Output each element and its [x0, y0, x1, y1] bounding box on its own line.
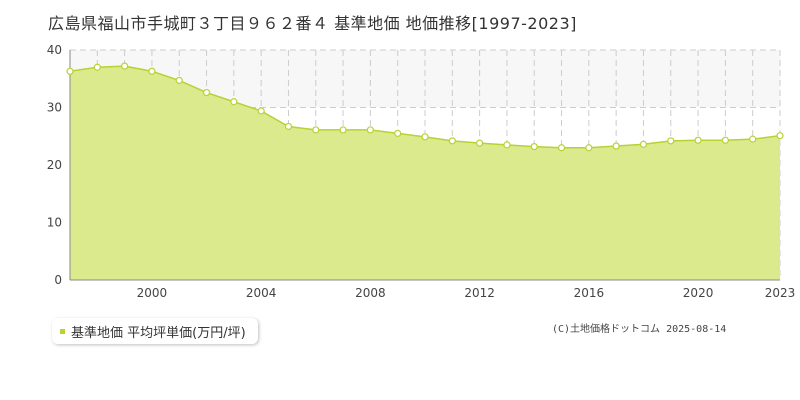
data-point: [667, 137, 675, 145]
data-point: [230, 98, 238, 106]
data-point: [530, 143, 538, 151]
x-tick-label: 2000: [137, 286, 168, 300]
data-point: [612, 142, 620, 150]
x-tick-label: 2020: [683, 286, 714, 300]
x-tick-label: 2008: [355, 286, 386, 300]
data-point: [749, 135, 757, 143]
y-tick-label: 0: [54, 273, 62, 287]
data-point: [66, 67, 74, 75]
data-point: [694, 136, 702, 144]
data-point: [639, 140, 648, 148]
x-tick-label: 2012: [464, 286, 495, 300]
copyright-text: (C)土地価格ドットコム 2025-08-14: [552, 324, 727, 335]
data-point: [366, 126, 374, 134]
data-point: [339, 126, 347, 134]
y-tick-label: 10: [47, 216, 62, 230]
legend-swatch: [60, 328, 65, 334]
data-point: [448, 137, 456, 145]
data-point: [202, 88, 211, 97]
data-point: [121, 62, 129, 70]
y-tick-label: 40: [47, 43, 62, 57]
legend-label: 基準地価 平均坪単価(万円/坪): [71, 325, 246, 341]
data-point: [776, 132, 784, 140]
data-point: [721, 136, 729, 144]
data-point: [93, 63, 101, 71]
data-point: [476, 139, 484, 147]
x-tick-label: 2004: [246, 286, 277, 300]
data-point: [148, 67, 156, 75]
series-area: [70, 66, 780, 280]
data-point: [503, 141, 511, 149]
legend: 基準地価 平均坪単価(万円/坪): [52, 318, 258, 344]
data-point: [394, 129, 402, 137]
data-point: [257, 107, 265, 115]
data-point: [284, 122, 293, 131]
data-point: [557, 144, 566, 152]
x-tick-label: 2023: [765, 286, 796, 300]
y-tick-label: 20: [47, 158, 62, 172]
x-tick-label: 2016: [574, 286, 605, 300]
data-point: [312, 126, 320, 134]
data-point: [175, 76, 183, 85]
data-point: [421, 133, 429, 141]
data-point: [585, 144, 593, 152]
y-tick-label: 30: [47, 101, 62, 115]
chart-title: 広島県福山市手城町３丁目９６２番４ 基準地価 地価推移[1997-2023]: [48, 14, 577, 33]
